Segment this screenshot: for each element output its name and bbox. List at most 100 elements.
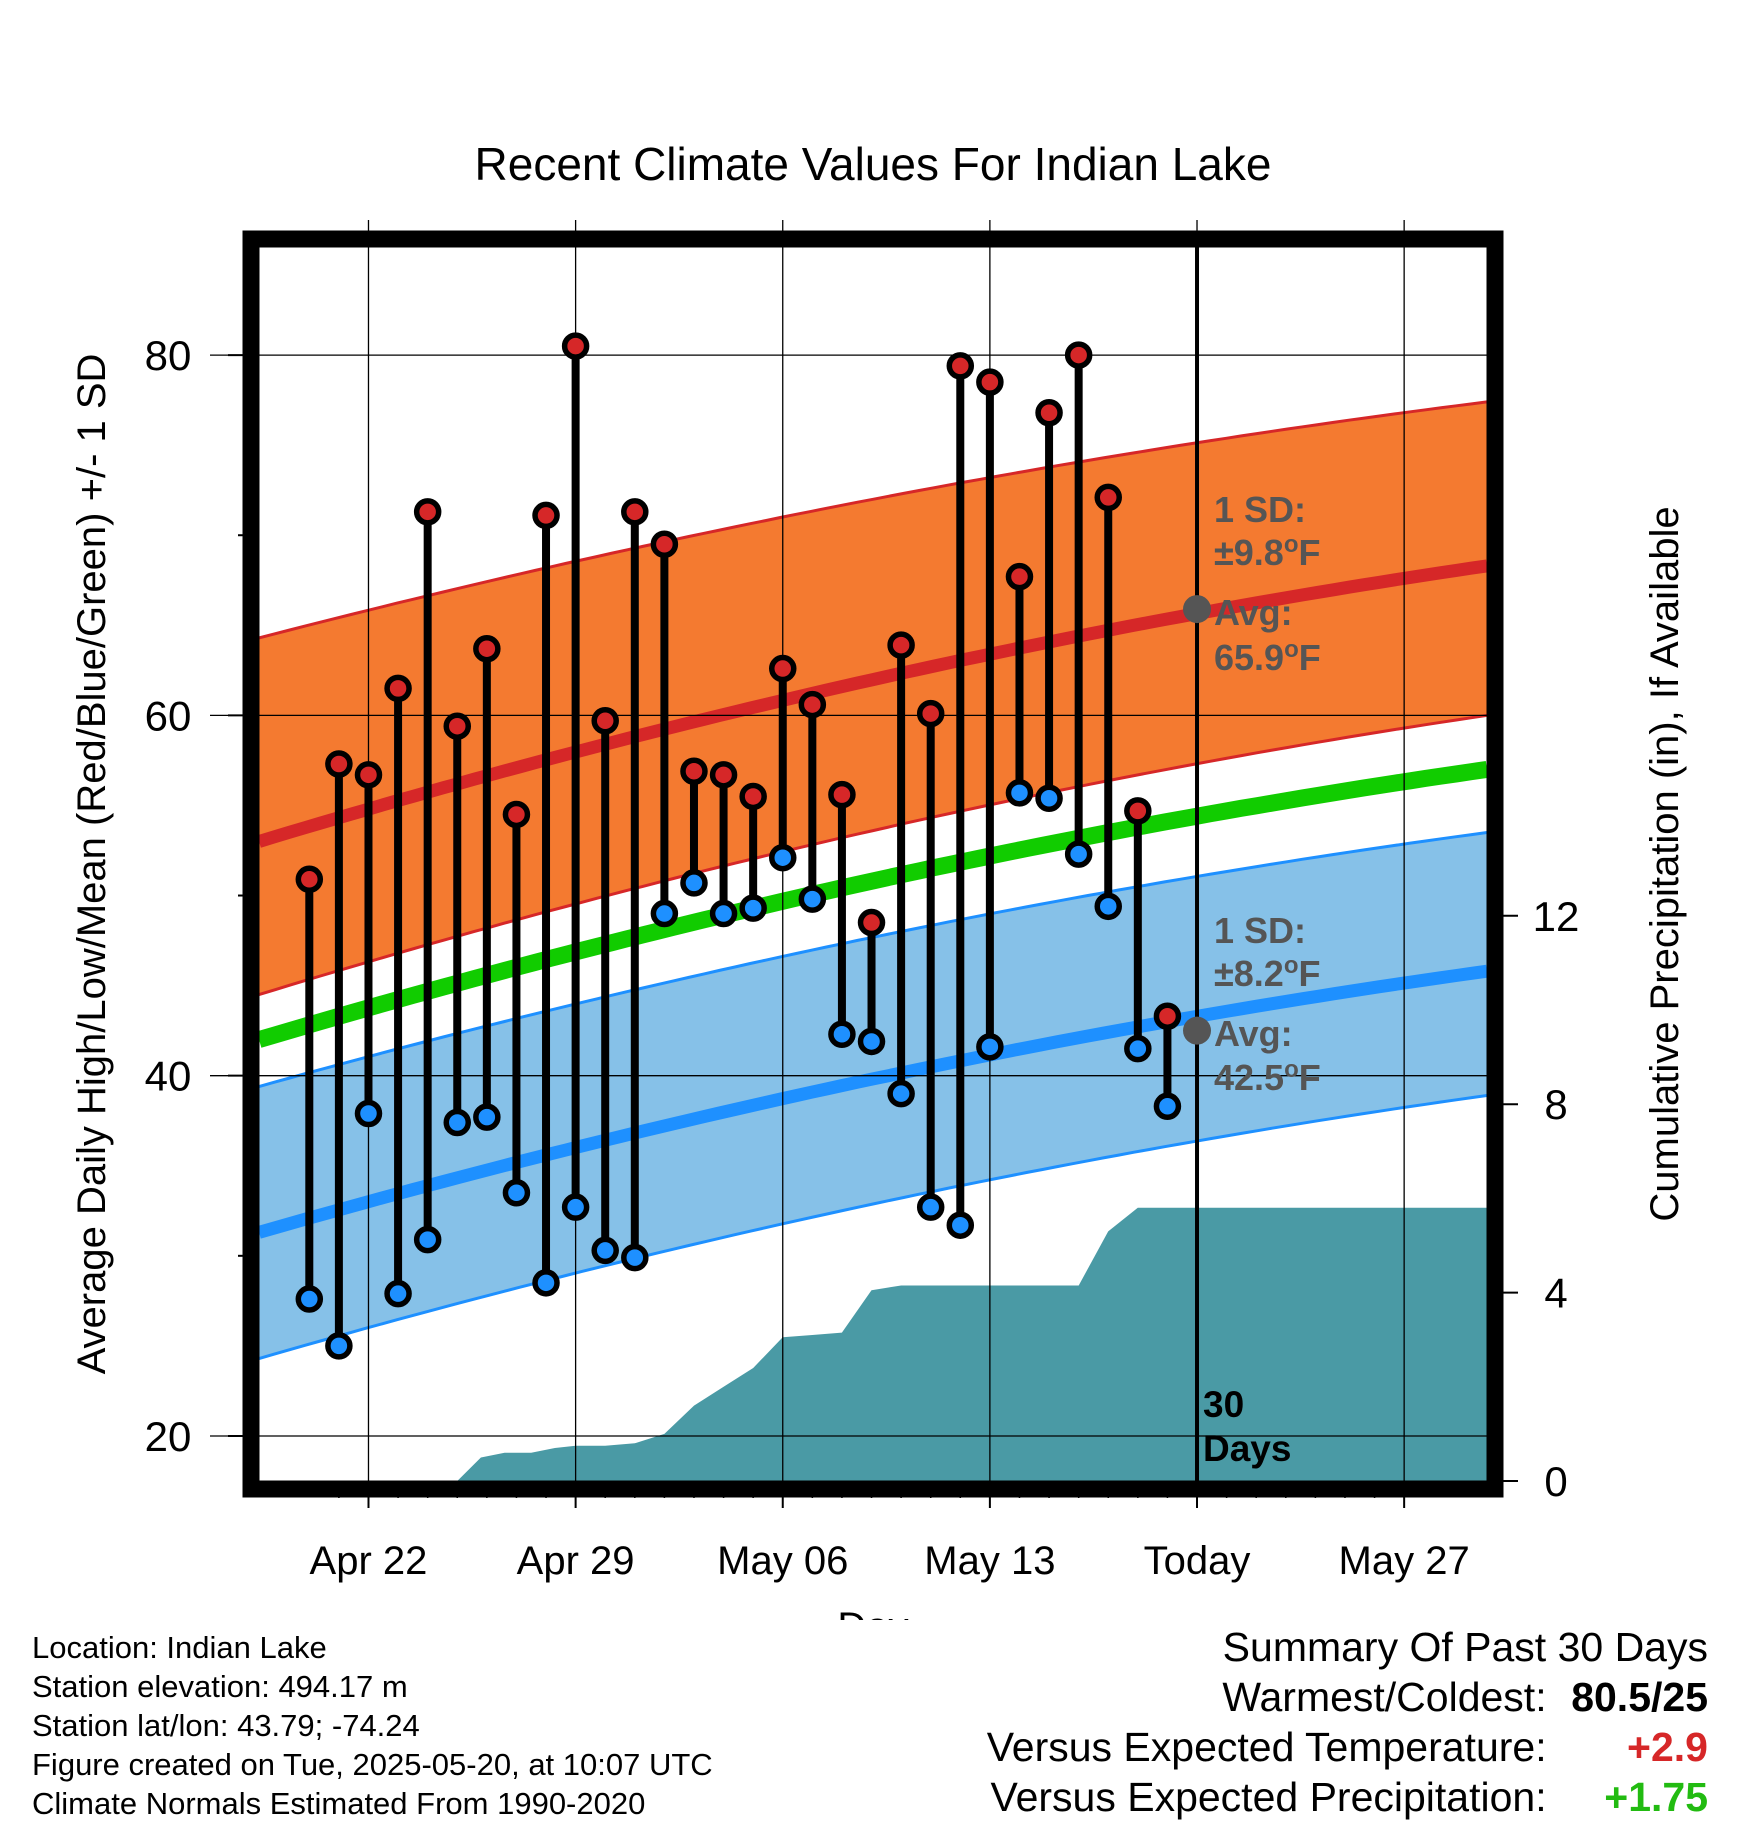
high-point [946,352,975,380]
high-point [768,654,797,683]
low-point [650,899,679,928]
low-point [1094,892,1122,921]
high-point [1094,483,1122,512]
high-sd-value: ±9.8oF [1214,531,1320,574]
high-avg-label: Avg: [1214,592,1293,633]
low-normal-line [259,964,1487,1239]
y-tick-label-2: 60 [145,692,192,739]
high-point [443,712,472,740]
high-sd-label: 1 SD: [1214,489,1306,530]
location-text: Location: Indian Lake [32,1630,327,1665]
low-sd-band [259,832,1487,1359]
chart-title: Recent Climate Values For Indian Lake [475,138,1272,190]
low-point [532,1269,560,1297]
climate-chart: 20 40 60 80 0 4 8 12 Apr 22 Apr 29 May 06 May 13 Tod… [70,138,1687,1620]
low-sd-lower-line [259,1094,1487,1360]
high-point [413,498,442,526]
high-point [1124,797,1152,825]
y2-tick-label-3: 12 [1533,893,1580,940]
warmest-value: 80.5/25 [1571,1674,1708,1720]
high-point [354,761,383,789]
elevation-text: Station elevation: 494.17 m [32,1669,408,1704]
high-point [680,757,708,785]
plot-frame [242,230,1504,1498]
high-sd-band [259,401,1487,995]
x-tick-label-2: May 06 [717,1539,848,1583]
low-point [325,1332,353,1360]
low-point [946,1211,975,1239]
low-avg-today-dot [1183,1016,1212,1045]
plot-area [259,400,1487,1481]
y-axis-label-left: Average Daily High/Low/Mean (Red/Blue/Gr… [70,354,114,1375]
high-point [561,332,590,360]
high-point [857,908,886,937]
warmest-row: Warmest/Coldest: 80.5/25 [987,1672,1708,1722]
x-tick-label-4: Today [1144,1539,1251,1583]
high-point [1064,341,1093,369]
y-tick-label-3: 80 [145,332,192,379]
low-sd-value: ±8.2oF [1214,952,1320,995]
high-point [384,674,412,703]
summary-panel: Summary Of Past 30 Days Warmest/Coldest:… [987,1622,1708,1822]
y-tick-label-1: 40 [145,1053,192,1100]
low-point [591,1236,619,1265]
y-axis-label-right: Cumulative Precipitation (in), If Availa… [1643,506,1687,1221]
y-tick-label-0: 20 [145,1413,192,1460]
low-point [621,1243,649,1272]
period-label-number: 30 [1203,1384,1244,1425]
low-point [1124,1034,1152,1063]
high-point [976,368,1004,396]
low-point [709,899,738,928]
high-normal-line [259,559,1487,848]
low-avg-label: Avg: [1214,1013,1293,1054]
low-point [768,843,797,872]
high-point [798,690,827,719]
high-point [650,530,679,558]
low-point [739,894,767,922]
low-point [798,885,827,913]
high-point [709,761,738,789]
low-avg-value: 42.5oF [1214,1056,1321,1099]
low-point [1153,1092,1182,1121]
high-point [325,750,353,778]
mean-normal-line [259,760,1487,1048]
low-point [443,1108,472,1137]
precip-area [259,1207,1487,1481]
low-point [384,1279,412,1308]
low-point [857,1027,886,1056]
latlon-text: Station lat/lon: 43.79; -74.24 [32,1708,420,1743]
high-point [1153,1002,1182,1030]
high-point [916,699,945,728]
low-point [680,869,708,897]
x-tick-label-3: May 13 [924,1539,1055,1583]
normals-text: Climate Normals Estimated From 1990-2020 [32,1786,646,1821]
low-point [828,1020,856,1048]
precip-label: Versus Expected Precipitation: [990,1774,1547,1820]
high-point [502,800,531,829]
high-point [1005,562,1034,591]
x-tick-label-0: Apr 22 [310,1539,428,1583]
high-point [473,634,501,663]
temp-row: Versus Expected Temperature: +2.9 [987,1722,1708,1772]
high-avg-value: 65.9oF [1214,636,1321,679]
high-sd-lower-line [259,713,1487,997]
period-label-unit: Days [1203,1428,1291,1469]
low-point [916,1193,945,1221]
x-axis-label: Day [837,1605,908,1620]
low-point [1005,779,1034,807]
x-tick-label-5: May 27 [1339,1539,1470,1583]
high-point [739,782,767,811]
low-point [976,1033,1004,1061]
low-point [1035,784,1063,812]
temp-label: Versus Expected Temperature: [986,1724,1547,1770]
low-point [502,1179,531,1207]
y2-tick-label-1: 4 [1544,1270,1567,1317]
high-point [621,498,649,526]
precip-row: Versus Expected Precipitation: +1.75 [987,1772,1709,1822]
daily-observations [295,332,1182,1360]
precip-value: +1.75 [1604,1774,1708,1820]
high-point [591,707,619,735]
y2-tick-label-2: 8 [1544,1081,1567,1128]
created-text: Figure created on Tue, 2025-05-20, at 10… [32,1747,713,1782]
high-avg-today-dot [1183,595,1212,624]
